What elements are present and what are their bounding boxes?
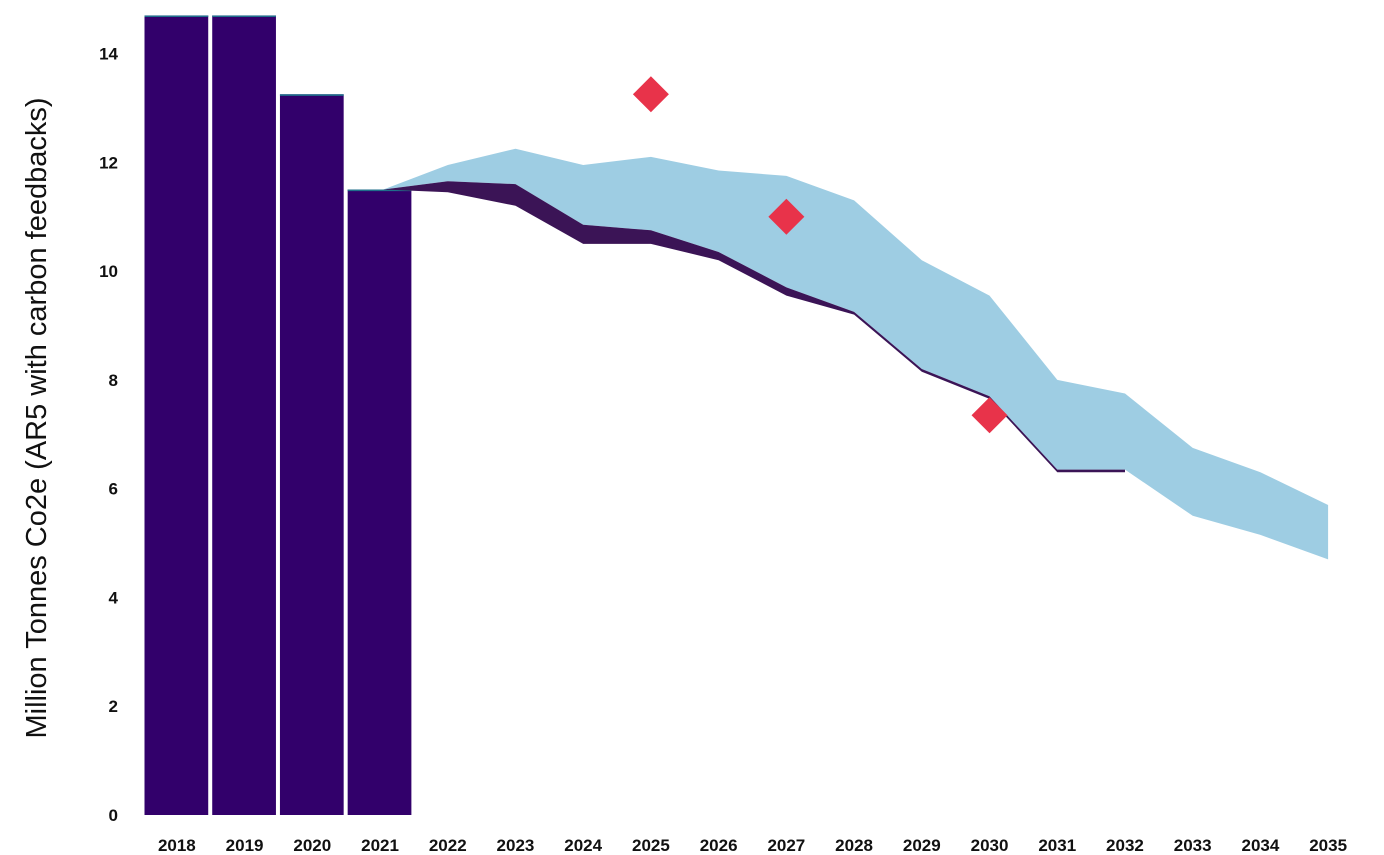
x-tick-label: 2034 xyxy=(1242,836,1280,855)
projection-bands xyxy=(383,148,1329,560)
target-marker xyxy=(632,76,669,113)
band-area xyxy=(383,148,1329,560)
x-tick-label: 2026 xyxy=(700,836,738,855)
x-tick-labels: 2018 2019 2020 2021 2022 2023 2024 2025 2026 2027… xyxy=(158,836,1347,855)
bar xyxy=(279,94,344,815)
x-tick-label: 2027 xyxy=(767,836,805,855)
x-tick-label: 2025 xyxy=(632,836,670,855)
y-axis-label: Million Tonnes Co2e (AR5 with carbon fee… xyxy=(21,97,53,738)
x-tick-label: 2022 xyxy=(429,836,467,855)
x-tick-label: 2023 xyxy=(497,836,535,855)
y-tick-label: 4 xyxy=(109,588,119,607)
x-tick-label: 2028 xyxy=(835,836,873,855)
x-tick-label: 2030 xyxy=(971,836,1009,855)
y-tick-label: 14 xyxy=(99,45,118,64)
y-tick-label: 8 xyxy=(109,371,118,390)
y-tick-label: 12 xyxy=(99,153,118,172)
historic-bars xyxy=(144,15,412,816)
y-tick-label: 2 xyxy=(109,697,118,716)
bar xyxy=(144,15,209,815)
x-tick-label: 2019 xyxy=(226,836,264,855)
target-marker xyxy=(971,397,1008,434)
x-tick-label: 2024 xyxy=(564,836,602,855)
target-marker xyxy=(768,198,805,235)
x-tick-label: 2020 xyxy=(293,836,331,855)
y-tick-label: 0 xyxy=(109,806,118,825)
x-tick-label: 2029 xyxy=(903,836,941,855)
target-markers xyxy=(632,76,1008,434)
bar xyxy=(347,189,412,816)
x-tick-label: 2031 xyxy=(1038,836,1076,855)
y-tick-label: 10 xyxy=(99,262,118,281)
y-tick-label: 6 xyxy=(109,480,118,499)
x-tick-label: 2018 xyxy=(158,836,196,855)
bar xyxy=(212,15,276,815)
x-tick-label: 2021 xyxy=(361,836,399,855)
x-tick-label: 2033 xyxy=(1174,836,1212,855)
x-tick-label: 2032 xyxy=(1106,836,1144,855)
y-tick-labels: 0 2 4 6 8 10 12 14 xyxy=(99,45,118,825)
x-tick-label: 2035 xyxy=(1309,836,1347,855)
